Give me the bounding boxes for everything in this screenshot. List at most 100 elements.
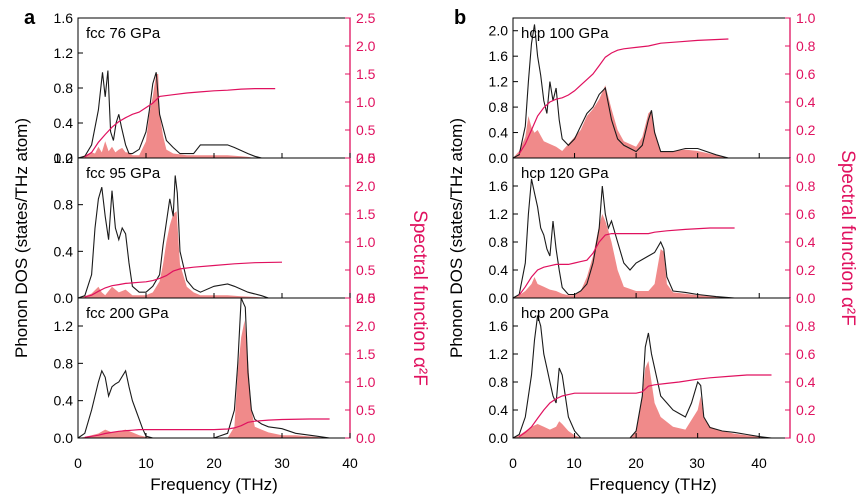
left-y-tick-label: 1.2: [54, 150, 74, 166]
right-y-tick-label: 0.4: [796, 374, 816, 390]
right-y-tick-label: 0.2: [796, 262, 816, 278]
subplot-title: hcp 200 GPa: [521, 305, 609, 322]
left-y-tick-label: 0.4: [54, 115, 74, 131]
left-y-tick-label: 1.6: [489, 178, 509, 194]
left-y-tick-label: 0.0: [489, 290, 509, 306]
left-y-tick-label: 0.8: [489, 374, 509, 390]
left-y-tick-label: 0.4: [54, 393, 74, 409]
right-y-tick-label: 0.0: [796, 150, 816, 166]
left-y-tick-label: 1.2: [54, 318, 74, 334]
subplots: 0.0 0.4 0.8 1.2 1.6 0.0 0.5 1.0 1.5 2.0 2.5 fcc 76 …: [54, 10, 816, 446]
subplot-title: fcc 200 GPa: [86, 305, 169, 322]
left-x-tick-labels: 0 10 20 30 40: [74, 455, 358, 471]
right-y-tick-label: 1.5: [356, 66, 376, 82]
left-y-tick-label: 1.2: [489, 346, 509, 362]
dos-line: [512, 24, 729, 159]
left-y-tick-label: 0.4: [54, 243, 74, 259]
left-y-tick-label: 1.2: [54, 45, 74, 61]
right-y-tick-label: 0.5: [356, 122, 376, 138]
left-y-tick-label: 0.0: [54, 290, 74, 306]
left-y-tick-label: 0.0: [489, 150, 509, 166]
left-y-tick-label: 0.4: [489, 125, 509, 141]
left-y-axis-title: Phonon DOS (states/THz atom): [12, 118, 31, 358]
right-y-tick-label: 2.0: [356, 318, 376, 334]
left-right-axis-title: Spectral function α²F: [409, 210, 430, 386]
right-y-tick-label: 0.6: [796, 346, 816, 362]
a2f-area: [78, 320, 330, 438]
left-y-tick-label: 0.8: [489, 99, 509, 115]
right-y-axis-title: Phonon DOS (states/THz atom): [447, 118, 466, 358]
dos-line: [77, 70, 262, 159]
right-y-tick-label: 1.0: [356, 234, 376, 250]
left-x-tick-label: 20: [206, 455, 222, 471]
left-x-axis-title: Frequency (THz): [150, 475, 278, 494]
right-y-tick-label: 2.0: [356, 38, 376, 54]
left-y-tick-label: 1.6: [54, 10, 74, 26]
right-x-tick-label: 20: [628, 455, 644, 471]
a2f-area: [513, 85, 729, 158]
dos-line: [512, 178, 735, 299]
left-y-tick-label: 0.8: [54, 80, 74, 96]
right-y-tick-label: 0.5: [356, 402, 376, 418]
left-y-tick-label: 0.4: [489, 402, 509, 418]
subplot-title: fcc 95 GPa: [86, 165, 161, 182]
left-y-tick-label: 1.2: [489, 206, 509, 222]
right-y-tick-label: 2.5: [356, 10, 376, 26]
subplot-3: 0.0 0.4 0.8 1.2 0.0 0.5 1.0 1.5 2.0 2.5 fcc 200 GP…: [54, 290, 376, 446]
right-y-tick-label: 0.8: [796, 318, 816, 334]
right-y-tick-label: 0.2: [796, 122, 816, 138]
right-x-tick-label: 30: [689, 455, 705, 471]
a2f-integral-line: [84, 418, 330, 438]
right-x-tick-label: 10: [566, 455, 582, 471]
subplot-title: hcp 100 GPa: [521, 25, 609, 42]
right-y-tick-label: 0.0: [796, 290, 816, 306]
panel-label-b: b: [454, 7, 466, 29]
right-y-tick-label: 2.5: [356, 290, 376, 306]
right-y-tick-label: 2.0: [356, 178, 376, 194]
right-x-tick-label: 40: [751, 455, 767, 471]
right-y-tick-label: 0.6: [796, 206, 816, 222]
left-y-tick-label: 0.0: [489, 430, 509, 446]
right-right-axis-title: Spectral function α²F: [837, 150, 858, 326]
left-x-tick-label: 0: [74, 455, 82, 471]
right-y-tick-label: 0.0: [356, 430, 376, 446]
right-y-tick-label: 0.8: [796, 38, 816, 54]
left-x-tick-label: 40: [342, 455, 358, 471]
a2f-area: [78, 211, 269, 298]
a2f-area: [513, 214, 735, 298]
subplot-1: 0.0 0.4 0.8 1.2 1.6 0.0 0.5 1.0 1.5 2.0 2.5 fcc 76 …: [54, 10, 376, 166]
subplot-6: 0.0 0.4 0.8 1.2 1.6 0.0 0.2 0.4 0.6 0.8 hcp 200 GP…: [489, 297, 816, 446]
left-x-tick-label: 10: [138, 455, 154, 471]
left-y-tick-label: 1.6: [489, 48, 509, 64]
left-y-tick-label: 0.8: [489, 234, 509, 250]
panel-label-a: a: [24, 7, 36, 29]
right-y-tick-label: 0.2: [796, 402, 816, 418]
right-y-tick-label: 0.4: [796, 234, 816, 250]
dos-line: [77, 175, 269, 299]
right-y-tick-label: 0.4: [796, 94, 816, 110]
subplot-title: hcp 120 GPa: [521, 165, 609, 182]
right-y-tick-label: 2.5: [356, 150, 376, 166]
right-y-tick-label: 1.0: [356, 374, 376, 390]
right-y-tick-label: 0.0: [796, 430, 816, 446]
right-y-tick-label: 0.0: [356, 150, 376, 166]
right-y-tick-label: 1.0: [356, 94, 376, 110]
a2f-integral-line: [518, 227, 735, 296]
left-y-tick-label: 2.0: [489, 23, 509, 39]
a2f-integral-line: [84, 88, 276, 158]
right-x-axis-title: Frequency (THz): [589, 475, 717, 494]
left-y-tick-label: 1.2: [489, 74, 509, 90]
left-y-tick-label: 0.8: [54, 197, 74, 213]
right-y-tick-label: 0.5: [356, 262, 376, 278]
right-x-tick-labels: 0 10 20 30 40: [509, 455, 767, 471]
dos-line: [512, 315, 772, 439]
subplot-5: 0.0 0.4 0.8 1.2 1.6 0.0 0.2 0.4 0.6 0.8 hcp 120 GP…: [489, 157, 816, 306]
right-y-tick-label: 0.8: [796, 178, 816, 194]
right-y-tick-label: 1.5: [356, 346, 376, 362]
left-x-tick-label: 30: [274, 455, 290, 471]
right-x-tick-label: 0: [509, 455, 517, 471]
a2f-integral-line: [518, 38, 729, 155]
right-y-tick-label: 1.0: [796, 10, 816, 26]
